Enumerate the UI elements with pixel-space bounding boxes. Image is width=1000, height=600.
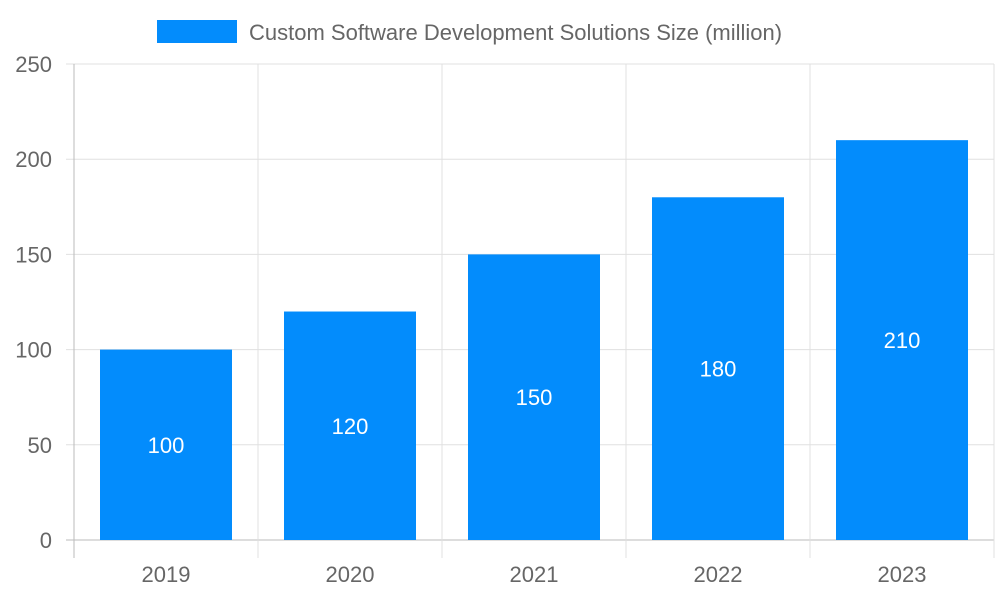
x-tick-label: 2023 <box>878 562 927 587</box>
y-tick-label: 150 <box>15 242 52 267</box>
legend[interactable]: Custom Software Development Solutions Si… <box>157 20 782 45</box>
x-tick-label: 2020 <box>326 562 375 587</box>
bar <box>100 349 232 540</box>
x-tick-label: 2021 <box>510 562 559 587</box>
x-tick-label: 2022 <box>694 562 743 587</box>
labels: 0 50 100 150 200 250 100 2019 120 2020 150 2021 180 2… <box>15 52 926 587</box>
data-label: 100 <box>148 433 185 458</box>
bars <box>100 140 968 540</box>
y-tick-label: 50 <box>28 433 52 458</box>
legend-label: Custom Software Development Solutions Si… <box>249 20 782 45</box>
y-tick-label: 250 <box>15 52 52 77</box>
y-tick-label: 0 <box>40 528 52 553</box>
y-tick-label: 100 <box>15 338 52 363</box>
bar <box>652 197 784 540</box>
data-label: 180 <box>700 357 737 382</box>
x-tick-label: 2019 <box>142 562 191 587</box>
bar <box>284 311 416 540</box>
data-label: 120 <box>332 414 369 439</box>
data-label: 150 <box>516 385 553 410</box>
y-tick-label: 200 <box>15 147 52 172</box>
data-label: 210 <box>884 328 921 353</box>
bar <box>468 254 600 540</box>
legend-swatch <box>157 20 237 43</box>
bar <box>836 140 968 540</box>
